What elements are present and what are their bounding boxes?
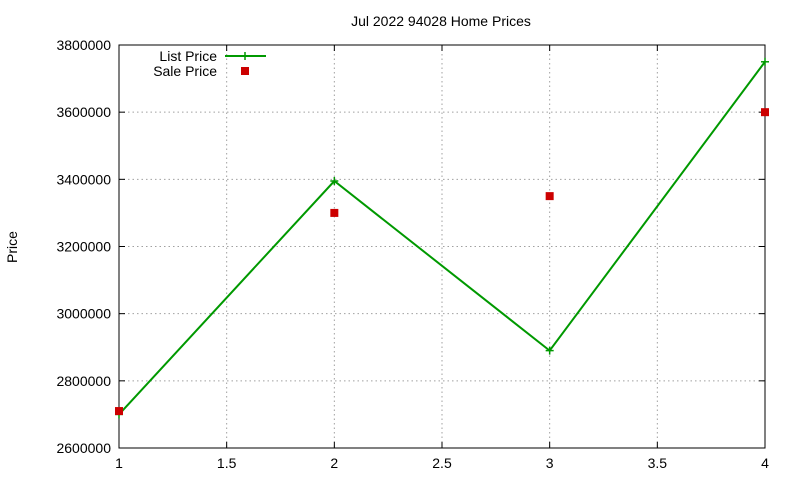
legend-item-list-price: List Price	[159, 48, 266, 64]
sale-price-point	[545, 192, 554, 201]
list-price-line	[118, 61, 766, 416]
list-price-point	[761, 57, 769, 66]
y-tick-label: 2800000	[56, 373, 111, 389]
y-tick-label: 3200000	[56, 239, 111, 255]
sale-price-point	[115, 407, 123, 416]
sale-price-point	[330, 208, 339, 217]
x-tick-label: 2.5	[432, 455, 452, 471]
y-tick-label: 3800000	[56, 37, 111, 53]
y-axis-label: Price	[4, 231, 20, 263]
sale-price-series	[115, 108, 769, 416]
legend-swatch-marker	[241, 67, 249, 75]
legend-label: Sale Price	[153, 63, 217, 79]
legend-item-sale-price: Sale Price	[153, 63, 249, 79]
list-price-point	[545, 346, 554, 355]
sale-price-point	[761, 108, 769, 117]
x-tick-label: 3	[546, 455, 554, 471]
y-tick-label: 2600000	[56, 440, 111, 456]
x-tick-label: 2	[330, 455, 338, 471]
series-layer	[115, 57, 769, 419]
y-tick-label: 3600000	[56, 104, 111, 120]
chart-title: Jul 2022 94028 Home Prices	[351, 13, 531, 29]
x-tick-label: 3.5	[648, 455, 668, 471]
gridlines	[119, 45, 765, 448]
y-tick-label: 3400000	[56, 171, 111, 187]
list-price-series	[115, 57, 769, 419]
x-tick-label: 4	[761, 455, 769, 471]
legend-label: List Price	[159, 48, 217, 64]
x-tick-label: 1	[115, 455, 123, 471]
x-tick-label: 1.5	[217, 455, 237, 471]
legend-swatch-marker	[241, 52, 249, 60]
y-tick-label: 3000000	[56, 306, 111, 322]
list-price-point	[330, 177, 339, 186]
axis-ticks: 1 1.5 2 2.5 3 3.5 4 2600000 2800000 3000000 320000…	[56, 37, 769, 471]
